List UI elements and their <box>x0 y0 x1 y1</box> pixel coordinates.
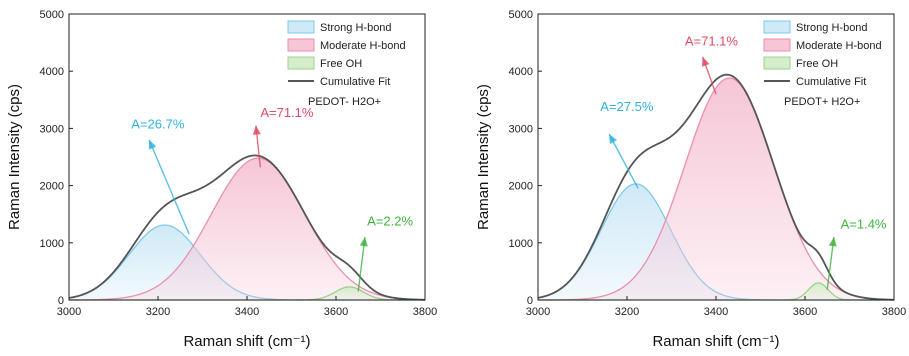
y-tick-label: 2000 <box>509 181 533 193</box>
annotation-arrow-head <box>828 237 837 247</box>
legend-swatch <box>763 38 791 52</box>
annotation-arrow-line <box>357 236 366 292</box>
y-tick-label: 1000 <box>40 238 64 250</box>
y-tick-label: 4000 <box>40 66 64 78</box>
cumulative-fit-curve <box>68 154 426 301</box>
y-tick-label: 5000 <box>40 9 64 21</box>
legend-caption: PEDOT- H2O+ <box>308 96 381 108</box>
component-fill-strong-h-bond <box>69 225 425 300</box>
x-axis-label: Raman shift (cm⁻¹) <box>183 333 310 350</box>
legend-entry: Cumulative Fit <box>320 76 390 88</box>
component-fill-free-oh <box>538 282 894 300</box>
legend: Strong H-bond Moderate H-bond Free OH Cumul… <box>287 20 406 108</box>
annotation-arrow-line <box>148 139 190 235</box>
x-tick-label: 3600 <box>793 306 817 318</box>
annotation-label: A=71.1% <box>260 105 314 120</box>
x-tick-label: 3400 <box>235 306 259 318</box>
annotation-arrow-head <box>252 125 261 135</box>
annotation-label: A=1.4% <box>841 217 887 232</box>
x-tick-label: 3000 <box>57 306 81 318</box>
y-tick-label: 3000 <box>509 123 533 135</box>
legend-entry: Strong H-bond <box>796 22 868 34</box>
annotation-label: A=27.5% <box>600 99 654 114</box>
legend-swatch <box>287 20 315 34</box>
legend-entry: Strong H-bond <box>320 22 392 34</box>
legend-entry: Cumulative Fit <box>796 76 866 88</box>
annotation-label: A=71.1% <box>685 33 739 48</box>
legend-swatch <box>763 20 791 34</box>
x-tick-label: 3200 <box>615 306 639 318</box>
chart-panel-2: 3000 3200 3400 3600 3800 0 1000 2000 3000 4000 500… <box>475 9 906 350</box>
legend-swatch <box>287 56 315 70</box>
y-tick-label: 5000 <box>509 9 533 21</box>
x-axis-label: Raman shift (cm⁻¹) <box>652 333 779 350</box>
annotation-label: A=2.2% <box>367 214 413 229</box>
y-tick-label: 4000 <box>509 66 533 78</box>
annotation-arrow-head <box>701 56 710 67</box>
y-tick-label: 3000 <box>40 123 64 135</box>
legend-entry: Moderate H-bond <box>320 40 406 52</box>
x-tick-label: 3600 <box>324 306 348 318</box>
y-axis-label: Raman Intensity (cps) <box>6 84 23 230</box>
annotation-arrow-head <box>359 237 368 247</box>
x-tick-label: 3800 <box>882 306 906 318</box>
legend: Strong H-bond Moderate H-bond Free OH Cumul… <box>763 20 882 108</box>
component-fill-moderate-h-bond <box>538 78 894 300</box>
chart-panel-1: 3000 3200 3400 3600 3800 0 1000 2000 3000 4000 500… <box>6 9 437 350</box>
annotation-arrow-head <box>609 134 617 144</box>
legend-swatch <box>763 56 791 70</box>
y-tick-label: 2000 <box>40 181 64 193</box>
x-tick-label: 3400 <box>704 306 728 318</box>
component-fill-strong-h-bond <box>538 183 894 300</box>
x-tick-label: 3800 <box>413 306 437 318</box>
legend-entry: Moderate H-bond <box>796 40 882 52</box>
component-fill-moderate-h-bond <box>69 158 425 300</box>
annotation-arrow-head <box>148 139 157 150</box>
annotation-label: A=26.7% <box>131 116 185 131</box>
annotation-arrow-line <box>608 133 639 189</box>
component-curve-moderate-h-bond <box>538 77 895 301</box>
y-tick-label: 1000 <box>509 238 533 250</box>
y-tick-label: 0 <box>527 295 533 307</box>
legend-caption: PEDOT+ H2O+ <box>784 96 860 108</box>
x-tick-label: 3000 <box>526 306 550 318</box>
legend-entry: Free OH <box>796 58 838 70</box>
cumulative-fit-curve <box>537 73 895 301</box>
x-tick-label: 3200 <box>146 306 170 318</box>
legend-entry: Free OH <box>320 58 362 70</box>
legend-swatch <box>287 38 315 52</box>
component-curve-moderate-h-bond <box>69 157 426 301</box>
y-axis-label: Raman Intensity (cps) <box>475 84 492 230</box>
y-tick-label: 0 <box>58 295 64 307</box>
